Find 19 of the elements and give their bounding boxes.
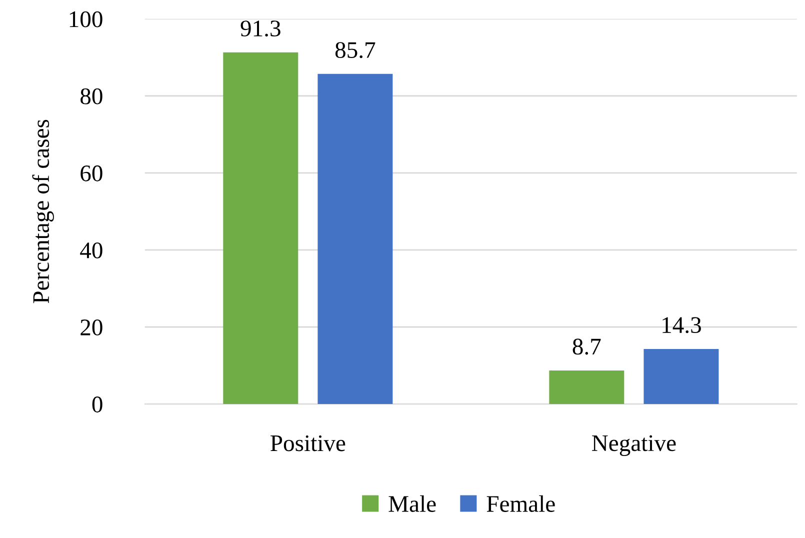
bar xyxy=(318,74,393,404)
bar xyxy=(644,348,719,404)
y-tick-label: 40 xyxy=(80,242,102,258)
data-label: 91.3 xyxy=(240,20,280,37)
y-tick-label: 20 xyxy=(80,319,102,336)
y-tick-label: 0 xyxy=(92,396,102,412)
y-axis-title: Percentage of cases xyxy=(32,120,54,304)
y-tick-label: 80 xyxy=(80,88,102,104)
data-label: 8.7 xyxy=(572,338,601,355)
bar xyxy=(223,52,298,404)
x-tick-label: Negative xyxy=(592,435,676,456)
legend-label: Female xyxy=(486,495,555,512)
y-tick-label: 100 xyxy=(70,11,102,28)
legend-label: Male xyxy=(388,495,436,512)
x-tick-label: Positive xyxy=(270,435,346,452)
bar xyxy=(549,370,624,404)
y-tick-label: 60 xyxy=(80,165,102,182)
data-label: 85.7 xyxy=(335,42,376,58)
data-label: 14.3 xyxy=(662,317,701,334)
